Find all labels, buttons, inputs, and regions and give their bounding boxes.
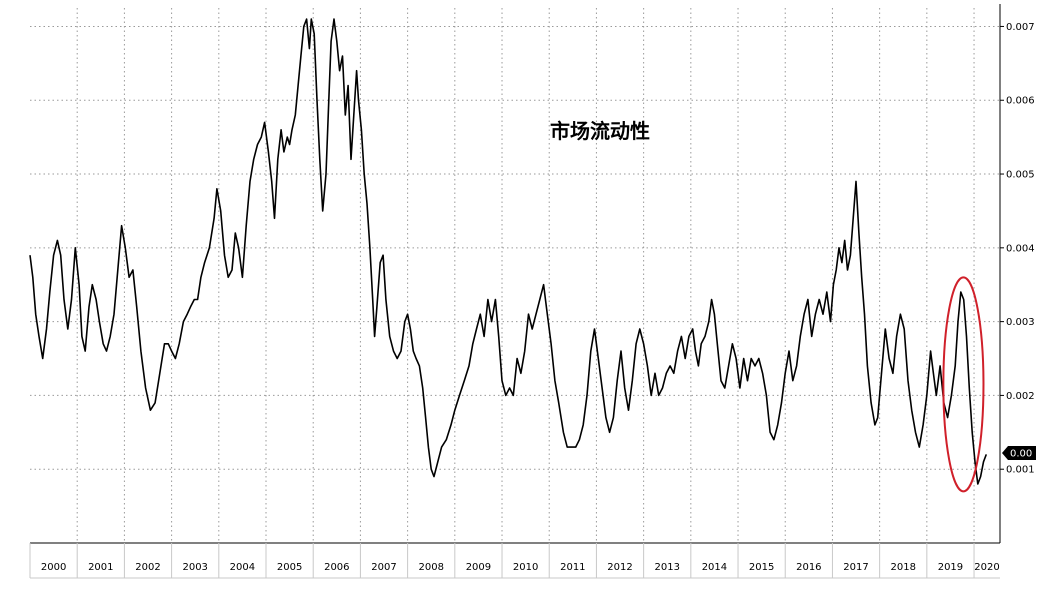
x-tick-label: 2020: [974, 562, 999, 573]
grid-lines: [30, 8, 1000, 543]
y-tick-label: 0.001: [1006, 465, 1035, 476]
axes: [30, 4, 1001, 579]
x-tick-label: 2001: [88, 562, 113, 573]
last-value-shape: [1002, 445, 1036, 460]
x-tick-label: 2012: [607, 562, 632, 573]
last-value-label: 0.00: [1010, 448, 1032, 459]
y-tick-label: 0.004: [1006, 243, 1035, 254]
series-line: [29, 18, 988, 485]
x-tick-label: 2010: [513, 562, 538, 573]
x-tick-label: 2013: [654, 562, 679, 573]
x-tick-label: 2002: [135, 562, 160, 573]
x-tick-label: 2018: [891, 562, 916, 573]
y-tick-label: 0.003: [1006, 317, 1035, 328]
x-tick-label: 2015: [749, 562, 774, 573]
y-tick-label: 0.002: [1006, 391, 1035, 402]
x-tick-label: 2007: [371, 562, 396, 573]
chart-title: 市场流动性: [550, 119, 650, 143]
y-tick-label: 0.005: [1006, 170, 1035, 181]
x-axis-ticks: 2000 2001 2002 2003 2004 2005 2006 2007 2008 2009…: [29, 543, 1000, 578]
x-tick-label: 2006: [324, 562, 349, 573]
highlight-ellipse: [942, 276, 985, 493]
y-tick-label: 0.006: [1006, 96, 1035, 107]
x-tick-label: 2011: [560, 562, 585, 573]
y-tick-label: 0.007: [1006, 22, 1035, 33]
x-tick-label: 2009: [466, 562, 491, 573]
x-tick-label: 2016: [796, 562, 821, 573]
last-value-badge: 0.00: [1002, 445, 1036, 460]
x-tick-label: 2008: [418, 562, 443, 573]
x-tick-label: 2000: [41, 562, 66, 573]
x-tick-label: 2005: [277, 562, 302, 573]
y-axis-ticks: 0.001 0.002 0.003 0.004 0.005 0.006 0.007: [1000, 22, 1035, 476]
x-tick-label: 2014: [702, 562, 727, 573]
x-tick-label: 2017: [843, 562, 868, 573]
x-tick-label: 2004: [230, 562, 255, 573]
x-tick-label: 2003: [182, 562, 207, 573]
x-tick-label: 2019: [938, 562, 963, 573]
